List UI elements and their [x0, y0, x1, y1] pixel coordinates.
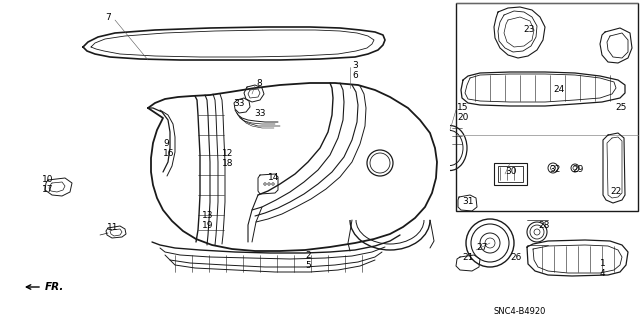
Text: 15: 15 [457, 103, 468, 113]
Text: 28: 28 [538, 220, 549, 229]
Text: 12: 12 [222, 149, 234, 158]
Text: 5: 5 [305, 261, 311, 270]
Text: 6: 6 [352, 70, 358, 79]
Text: 11: 11 [107, 224, 118, 233]
Text: 9: 9 [163, 138, 169, 147]
Text: 7: 7 [105, 12, 111, 21]
Text: 10: 10 [42, 175, 54, 184]
Text: 24: 24 [553, 85, 564, 94]
Text: 18: 18 [222, 159, 234, 167]
Bar [456, 3, 638, 211]
Text: 3: 3 [352, 61, 358, 70]
Text: 33: 33 [233, 99, 244, 108]
Text: 31: 31 [462, 197, 474, 206]
Text: 26: 26 [510, 254, 522, 263]
Text: 23: 23 [523, 26, 534, 34]
Text: 25: 25 [615, 103, 627, 113]
Bar [498, 166, 523, 182]
Text: 16: 16 [163, 149, 175, 158]
Text: 13: 13 [202, 211, 214, 219]
Text: 30: 30 [505, 167, 516, 176]
Text: 8: 8 [256, 79, 262, 88]
Text: 29: 29 [572, 166, 584, 174]
Text: 32: 32 [549, 166, 561, 174]
Text: 14: 14 [268, 174, 280, 182]
Text: 33: 33 [254, 108, 266, 117]
Text: 19: 19 [202, 220, 214, 229]
Text: 21: 21 [462, 254, 474, 263]
Text: 22: 22 [610, 188, 621, 197]
Text: 1: 1 [600, 258, 605, 268]
Text: FR.: FR. [45, 282, 65, 292]
Text: SNC4-B4920: SNC4-B4920 [494, 308, 546, 316]
Text: 17: 17 [42, 186, 54, 195]
Text: 20: 20 [457, 114, 468, 122]
Bar [494, 163, 527, 185]
Text: 4: 4 [600, 269, 605, 278]
Text: 27: 27 [476, 243, 488, 253]
Text: 2: 2 [305, 250, 310, 259]
